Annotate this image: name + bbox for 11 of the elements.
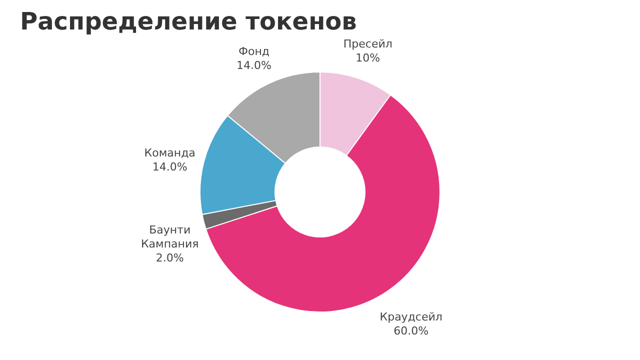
slice-label: Краудсейл	[380, 310, 442, 324]
slice-label: Команда	[144, 146, 196, 160]
data-label: 14.0%	[236, 58, 272, 72]
data-label: 10%	[356, 52, 380, 65]
slice-label: Баунти Кампания	[140, 224, 199, 251]
data-label: 14.0%	[152, 160, 188, 174]
slice-label: Фонд	[238, 44, 270, 58]
slice-label: Пресейл	[343, 38, 392, 51]
data-label: 60.0%	[394, 324, 429, 338]
data-label: 2.0%	[156, 252, 184, 265]
chart-title: Распределение токенов	[20, 8, 357, 36]
